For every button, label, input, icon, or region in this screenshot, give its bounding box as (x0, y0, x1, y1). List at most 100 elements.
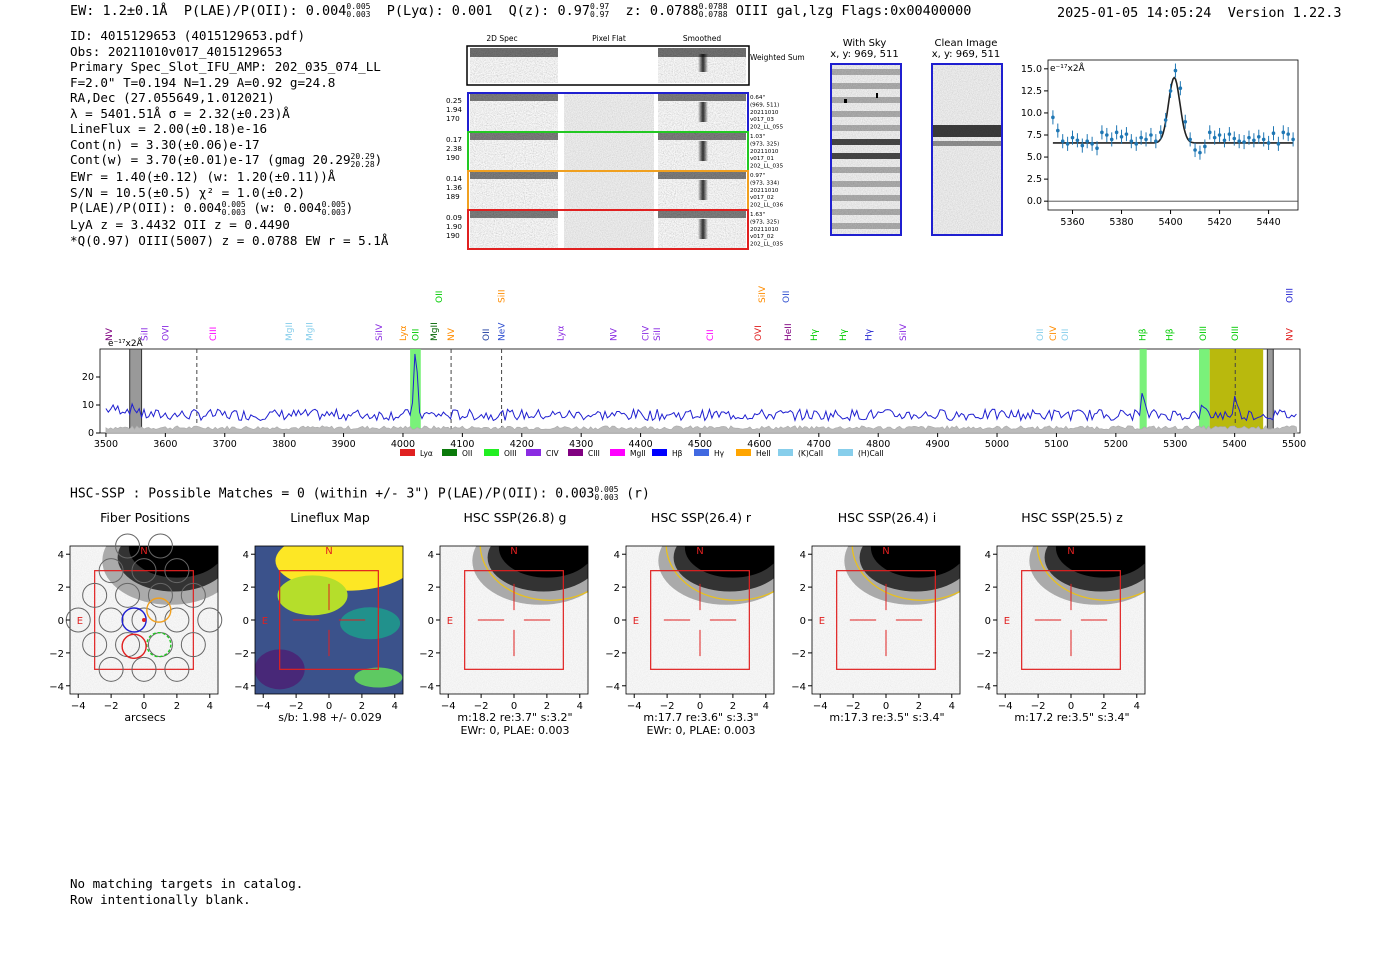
full-xtick-label: 4500 (688, 439, 712, 450)
full-ylabel: e⁻¹⁷x2Å (108, 337, 144, 349)
hsc-image (812, 546, 960, 694)
legend-swatch (736, 449, 751, 456)
zoom-data-point (1105, 133, 1109, 137)
galaxy-core (684, 546, 774, 578)
zoom-ytick-label: 5.0 (1027, 152, 1042, 163)
fiber-circle (131, 558, 157, 584)
zoom-data-point (1051, 115, 1055, 120)
fiber-primary (121, 607, 147, 633)
hsc-panel-1: Fiber Positions N E −4 −4 −2 −2 0 0 2 2 4 4 arcsecs (49, 510, 240, 724)
hsc-ytick-label: −4 (235, 682, 249, 693)
legend-label: CIV (546, 449, 559, 458)
hsc-ytick-label: 0 (985, 616, 991, 627)
line-label: OII (435, 291, 445, 303)
with-sky-title: With Sky x, y: 969, 511 (830, 38, 899, 60)
galaxy-core (870, 546, 960, 578)
zoom-data-point (1203, 144, 1207, 149)
zoom-xtick-label: 5440 (1256, 217, 1280, 228)
hsc-panel-caption-2: EWr: 0, PLAE: 0.003 (460, 724, 570, 737)
full-xtick-label: 4600 (747, 439, 771, 450)
cutout-meta: 202_LL_055 (750, 125, 784, 131)
legend-swatch (652, 449, 667, 456)
full-xtick-label: 5200 (1104, 439, 1128, 450)
cutout-stat: 190 (446, 231, 460, 240)
zoom-data-point (1212, 135, 1217, 140)
info-obs: Obs: 20211010v017_4015129653 (70, 43, 283, 59)
fiber-circle (98, 558, 124, 584)
aperture-ellipse (851, 546, 960, 601)
line-label: SiII (653, 327, 663, 341)
cutout-stat: 0.25 (446, 96, 462, 105)
legend-label: (H)CaII (858, 449, 884, 458)
sky-stripe (831, 195, 901, 201)
full-xtick-label: 4300 (569, 439, 593, 450)
hsc-ytick-label: 4 (428, 550, 434, 561)
hsc-ytick-label: 4 (614, 550, 620, 561)
cutout-meta: 20211010 (750, 227, 779, 233)
cutout-emission (698, 219, 708, 239)
zoom-data-point (1188, 137, 1192, 142)
full-xtick-label: 4700 (807, 439, 831, 450)
hsc-plae-lo: 0.003 (594, 493, 619, 502)
hsc-ytick-label: 0 (243, 616, 249, 627)
header-z-lo: 0.0788 (698, 10, 728, 19)
hsc-xtick-label: 2 (174, 701, 180, 712)
hsc-xtick-label: 4 (1134, 701, 1140, 712)
target-box (94, 570, 194, 670)
hsc-ytick-label: −4 (977, 682, 991, 693)
info-id: ID: 4015129653 (4015129653.pdf) (70, 28, 306, 43)
info-cont-n: Cont(n) = 3.30(±0.06)e-17 (70, 136, 260, 152)
zoom-data-point (1291, 137, 1295, 142)
hsc-xtick-label: −2 (289, 701, 304, 712)
hsc-panel-plot: N E −4 −4 −2 −2 0 0 2 2 4 4 (791, 545, 961, 712)
cutout-meta: 20211010 (750, 188, 779, 194)
zoom-data-point (1178, 86, 1183, 91)
cutout-pixel-flat (564, 172, 654, 209)
timestamp: 2025-01-05 14:05:24 (1057, 5, 1212, 21)
header-plae-hi: 0.005 (346, 2, 371, 11)
full-xtick-label: 4900 (926, 439, 950, 450)
zoom-ytick-label: 2.5 (1027, 174, 1042, 185)
line-label: SiII (498, 289, 508, 303)
catalog-footer: No matching targets in catalog. Row inte… (70, 876, 303, 907)
hsc-ytick-label: 2 (985, 583, 991, 594)
hsc-xtick-label: 4 (207, 701, 213, 712)
cutout-stat: 1.94 (446, 105, 462, 114)
with-sky-image (830, 63, 902, 236)
hsc-panel-caption: m:17.3 re:3.5" s:3.4" (829, 711, 945, 724)
hsc-panel-plot: N E −4 −4 −2 −2 0 0 2 2 4 4 (49, 533, 223, 712)
galaxy-core (1055, 546, 1145, 578)
header-z: z: 0.0788 (625, 3, 699, 19)
zoom-data-point (1129, 139, 1134, 143)
east-label: E (77, 616, 83, 627)
detection-info: ID: 4015129653 (4015129653.pdf) Obs: 202… (70, 28, 388, 248)
hsc-xtick-label: −2 (1031, 701, 1046, 712)
line-fit-chart: 5360 5380 5400 5420 5440 0.0 2.5 5.0 7.5 10.0 12.5… (1021, 59, 1299, 228)
hsc-ytick-label: −4 (792, 682, 806, 693)
target-box (464, 570, 564, 670)
legend-swatch (526, 449, 541, 456)
zoom-ylabel: e⁻¹⁷x2Å (1050, 62, 1086, 74)
zoom-xtick-label: 5360 (1060, 217, 1084, 228)
hsc-panel-title: HSC SSP(25.5) z (1021, 510, 1123, 525)
full-xtick-label: 4000 (391, 439, 415, 450)
cutout-pixel-flat (564, 133, 654, 170)
zoom-data-point (1247, 135, 1251, 140)
line-label: Hγ (865, 328, 875, 341)
header-qz-hi: 0.97 (589, 2, 610, 11)
hsc-ytick-label: 2 (428, 583, 434, 594)
hsc-panel-2: Lineflux Map N E −4 −4 −2 −2 0 0 2 2 4 4 s/b: 1.98 +/… (234, 510, 425, 724)
gmag-hi: 20.29 (350, 151, 375, 161)
north-label: N (696, 546, 703, 557)
clean-image-title: Clean Image x, y: 969, 511 (931, 38, 1001, 60)
fit-window (1209, 349, 1264, 433)
zoom-data-point (1109, 137, 1114, 142)
hsc-ytick-label: −4 (606, 682, 620, 693)
hsc-ytick-label: −2 (420, 649, 434, 660)
hsc-xtick-label: −4 (256, 701, 271, 712)
full-xtick-label: 4800 (866, 439, 890, 450)
zoom-data-point (1276, 142, 1281, 146)
zoom-data-point (1085, 139, 1090, 143)
cutout-meta: 202_LL_035 (750, 164, 784, 170)
